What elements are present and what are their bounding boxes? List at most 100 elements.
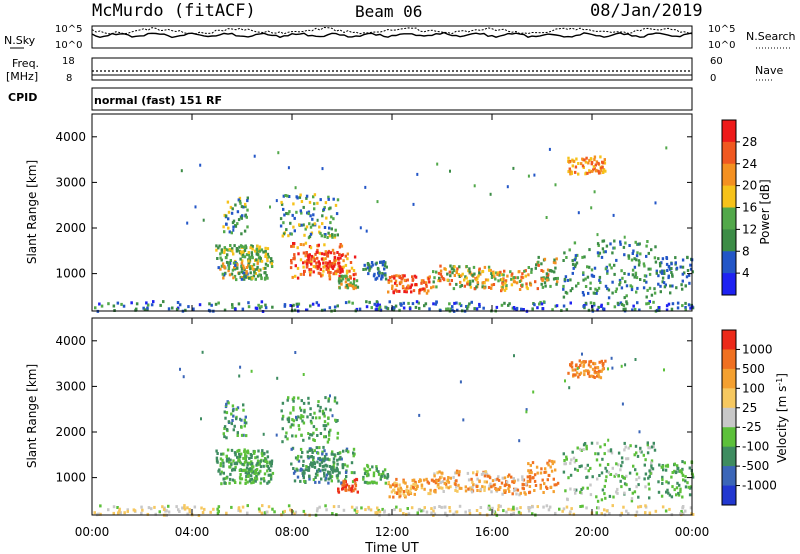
scatter-cell xyxy=(309,268,313,271)
scatter-cell xyxy=(219,457,223,461)
scatter-cell xyxy=(269,473,272,477)
scatter-cell xyxy=(620,456,624,460)
scatter-cell xyxy=(534,280,537,284)
scatter-cell xyxy=(670,307,674,311)
scatter-cell xyxy=(260,305,263,309)
scatter-cell xyxy=(423,506,426,510)
scatter-cell xyxy=(223,273,226,277)
scatter-cell xyxy=(378,303,381,307)
scatter-cell xyxy=(603,484,606,488)
scatter-cell xyxy=(657,274,660,278)
scatter-cell xyxy=(679,512,682,516)
scatter-cell xyxy=(331,248,335,252)
scatter-cell xyxy=(589,287,592,291)
scatter-cell xyxy=(438,505,441,508)
scatter-cell xyxy=(579,447,582,451)
scatter-cell xyxy=(675,286,678,290)
scatter-cell xyxy=(219,472,222,476)
scatter-cell xyxy=(438,470,441,474)
scatter-cell xyxy=(180,169,183,173)
scatter-cell xyxy=(350,505,354,509)
scatter-cell xyxy=(637,505,640,509)
scatter-cell xyxy=(681,258,685,262)
scatter-cell xyxy=(225,248,228,252)
scatter-cell xyxy=(635,510,639,514)
scatter-cell xyxy=(165,509,168,513)
scatter-cell xyxy=(544,470,548,474)
scatter-cell xyxy=(582,271,585,275)
scatter-cell xyxy=(407,512,411,516)
scatter-cell xyxy=(375,276,379,280)
xtick-label: 00:00 xyxy=(675,525,710,539)
scatter-cell xyxy=(556,481,560,485)
scatter-cell xyxy=(395,491,399,495)
scatter-cell xyxy=(222,276,225,280)
scatter-cell xyxy=(294,351,297,354)
scatter-cell xyxy=(569,172,572,176)
scatter-cell xyxy=(475,473,478,477)
scatter-cell xyxy=(433,489,436,493)
scatter-cell xyxy=(450,267,454,271)
scatter-cell xyxy=(679,490,682,494)
scatter-cell xyxy=(679,265,682,269)
scatter-cell xyxy=(605,509,609,513)
scatter-cell xyxy=(345,469,348,473)
scatter-cell xyxy=(323,457,327,461)
scatter-cell xyxy=(338,245,342,249)
scatter-cell xyxy=(257,303,260,307)
scatter-cell xyxy=(249,256,252,260)
scatter-cell xyxy=(107,508,110,512)
scatter-cell xyxy=(350,487,353,491)
scatter-cell xyxy=(466,282,469,286)
scatter-cell xyxy=(437,479,440,483)
scatter-cell xyxy=(630,497,634,501)
scatter-cell xyxy=(373,302,376,306)
scatter-cell xyxy=(228,465,232,469)
scatter-cell xyxy=(100,304,104,308)
scatter-cell xyxy=(484,470,487,474)
scatter-cell xyxy=(574,491,577,495)
scatter-cell xyxy=(380,274,384,278)
scatter-cell xyxy=(252,274,256,278)
scatter-cell xyxy=(297,302,301,306)
scatter-cell xyxy=(346,252,349,256)
scatter-cell xyxy=(584,466,587,470)
scatter-cell xyxy=(262,267,265,270)
scatter-cell xyxy=(468,279,472,283)
scatter-cell xyxy=(619,468,622,472)
scatter-cell xyxy=(602,171,605,174)
scatter-cell xyxy=(524,274,527,278)
scatter-cell xyxy=(435,479,438,483)
scatter-cell xyxy=(373,272,376,276)
scatter-cell xyxy=(236,455,239,459)
scatter-cell xyxy=(318,456,321,460)
scatter-cell xyxy=(322,265,325,269)
scatter-cell xyxy=(250,244,253,248)
scatter-cell xyxy=(594,163,597,167)
scatter-cell xyxy=(489,482,492,486)
scatter-cell xyxy=(229,205,233,209)
scatter-cell xyxy=(609,242,612,246)
scatter-cell xyxy=(542,491,545,494)
scatter-cell xyxy=(256,461,260,465)
scatter-cell xyxy=(223,308,227,312)
scatter-cell xyxy=(531,461,535,465)
scatter-cell xyxy=(384,305,387,309)
ytick-label: 4000 xyxy=(55,334,86,348)
scatter-cell xyxy=(344,301,348,305)
scatter-cell xyxy=(481,285,484,289)
scatter-cell xyxy=(617,463,620,467)
scatter-cell xyxy=(285,228,288,232)
scatter-cell xyxy=(490,272,493,276)
scatter-cell xyxy=(443,481,446,485)
scatter-cell xyxy=(453,265,456,269)
scatter-cell xyxy=(232,467,235,471)
scatter-cell xyxy=(305,262,309,266)
scatter-cell xyxy=(231,404,235,408)
scatter-cell xyxy=(679,469,682,473)
scatter-cell xyxy=(322,258,325,262)
scatter-cell xyxy=(369,508,373,512)
scatter-cell xyxy=(336,233,339,237)
scatter-cell xyxy=(582,272,585,276)
scatter-cell xyxy=(231,247,234,251)
